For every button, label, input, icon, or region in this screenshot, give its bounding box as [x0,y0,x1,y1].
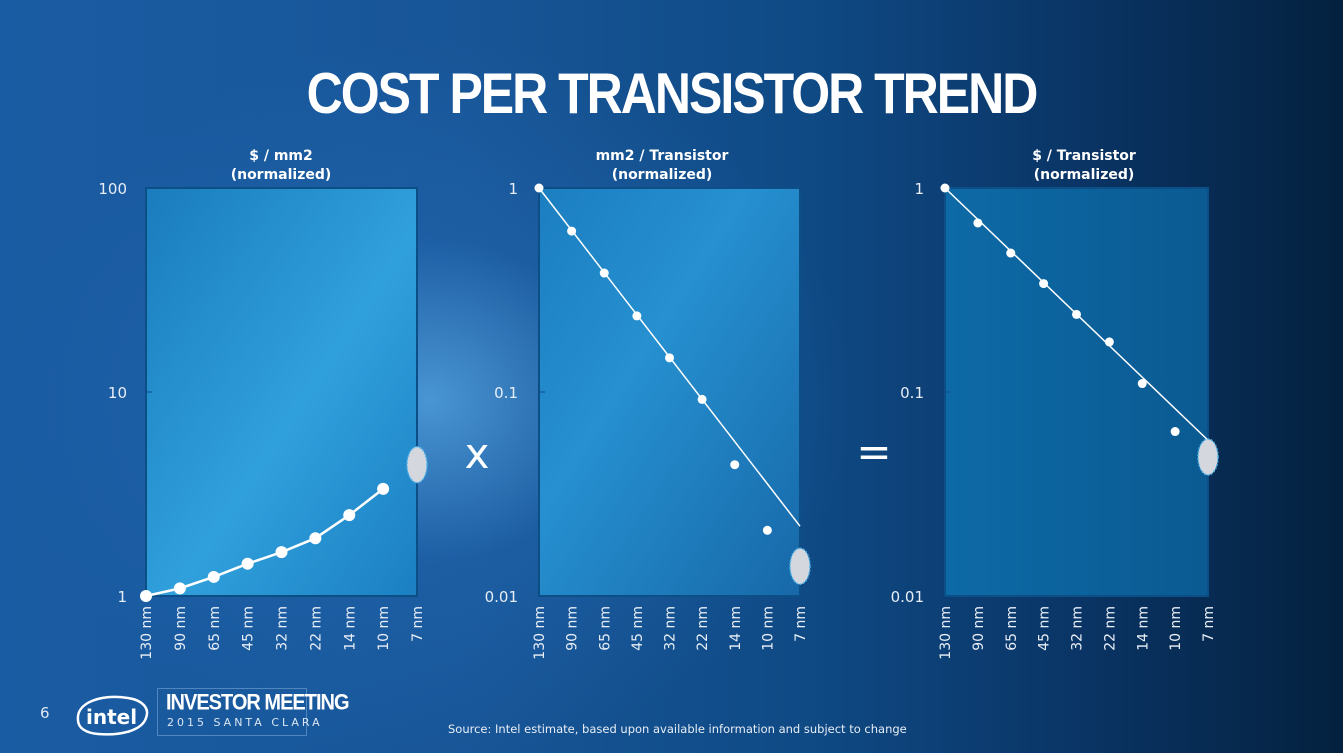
chart3-plot-area [944,187,1209,597]
chart1-x-tick-label: 32 nm [275,606,291,651]
chart3-estimate-marker [1197,438,1219,476]
chart1-data-point [343,509,356,522]
chart1-x-tick-label: 45 nm [241,606,257,651]
chart2-data-point [697,394,707,404]
chart1-x-tick-label: 7 nm [410,606,426,642]
chart1-data-point [275,546,288,559]
chart1-x-tick-label: 130 nm [139,606,155,660]
chart2-data-point [632,311,642,321]
chart3-data-point [1104,337,1114,347]
investor-meeting-badge: INVESTOR MEETING 2015 SANTA CLARA [157,688,350,736]
chart1-x-tick-label: 65 nm [207,606,223,651]
chart3-x-tick-label: 45 nm [1037,606,1053,651]
chart1-data-point [173,582,186,595]
event-title: INVESTOR MEETING [166,691,350,716]
page-number: 6 [40,704,50,722]
chart2-x-tick-label: 14 nm [728,606,744,651]
intel-logo: intel [76,695,149,736]
chart1-x-tick-label: 10 nm [376,606,392,651]
chart2-x-tick-label: 65 nm [597,606,613,651]
chart3-data-point [1170,427,1180,437]
chart2-x-tick-label: 10 nm [760,606,776,651]
chart1-data-point [241,557,254,570]
slide-title: COST PER TRANSISTOR TREND [306,61,1039,126]
chart2-x-tick-label: 22 nm [695,606,711,651]
chart2-y-tick-label: 0.1 [494,384,518,402]
chart1-data-point [140,590,152,602]
chart1-title: $ / mm2 [249,148,313,164]
chart3-x-tick-label: 90 nm [971,606,987,651]
chart1-y-tick-label: 10 [108,384,127,402]
chart1-x-tick-label: 14 nm [342,606,358,651]
chart2-plot-area [538,187,801,597]
chart3-title: $ / Transistor [1032,148,1136,164]
chart2-subtitle: (normalized) [612,167,713,183]
source-note: Source: Intel estimate, based upon avail… [448,722,907,736]
chart2-y-tick-label: 1 [508,180,518,198]
chart3-x-tick-label: 32 nm [1070,606,1086,651]
chart3-y-tick-label: 1 [914,180,924,198]
chart2-data-point [730,460,740,470]
chart3-x-tick-label: 65 nm [1004,606,1020,651]
chart2-data-point [567,226,577,236]
chart2-y-tick-label: 0.01 [485,588,518,606]
chart3-subtitle: (normalized) [1034,167,1135,183]
chart1-x-tick-label: 90 nm [173,606,189,651]
chart2-x-tick-label: 32 nm [663,606,679,651]
chart2-x-tick-label: 130 nm [532,606,548,660]
intel-wordmark: intel [86,705,137,729]
chart2-data-point [665,353,674,363]
chart1-data-point [309,532,322,545]
chart3-data-point [1006,248,1016,258]
chart2-data-point [762,525,772,535]
chart2-title: mm2 / Transistor [596,148,729,164]
chart3-data-point [940,183,950,193]
chart2-x-tick-label: 90 nm [565,606,581,651]
chart3-x-tick-label: 14 nm [1135,606,1151,651]
chart1-estimate-marker [406,445,428,484]
chart3-x-tick-label: 7 nm [1201,606,1217,642]
chart3-data-point [1039,279,1049,289]
chart2-estimate-marker [789,547,811,585]
chart1-data-point [207,570,220,583]
equals-operator: = [856,427,891,476]
chart2-x-tick-label: 7 nm [793,606,809,642]
chart1-data-point [377,482,390,495]
chart3-x-tick-label: 10 nm [1168,606,1184,651]
event-subtitle: 2015 SANTA CLARA [167,716,323,729]
chart2-data-point [534,183,544,193]
chart2-x-tick-label: 45 nm [630,606,646,651]
chart2-data-point [599,268,609,278]
chart3-data-point [1072,309,1081,319]
chart3-y-tick-label: 0.01 [891,588,924,606]
chart3-y-tick-label: 0.1 [900,384,924,402]
chart3-x-tick-label: 22 nm [1102,606,1118,651]
chart1-subtitle: (normalized) [231,167,332,183]
chart3-data-point [973,218,983,228]
chart1-y-tick-label: 1 [117,588,127,606]
chart1-y-tick-label: 100 [98,180,127,198]
chart3-data-point [1137,379,1147,389]
multiply-operator: x [465,429,490,478]
chart3-x-tick-label: 130 nm [938,606,954,660]
chart1-plot-area [145,187,418,597]
chart1-x-tick-label: 22 nm [308,606,324,651]
